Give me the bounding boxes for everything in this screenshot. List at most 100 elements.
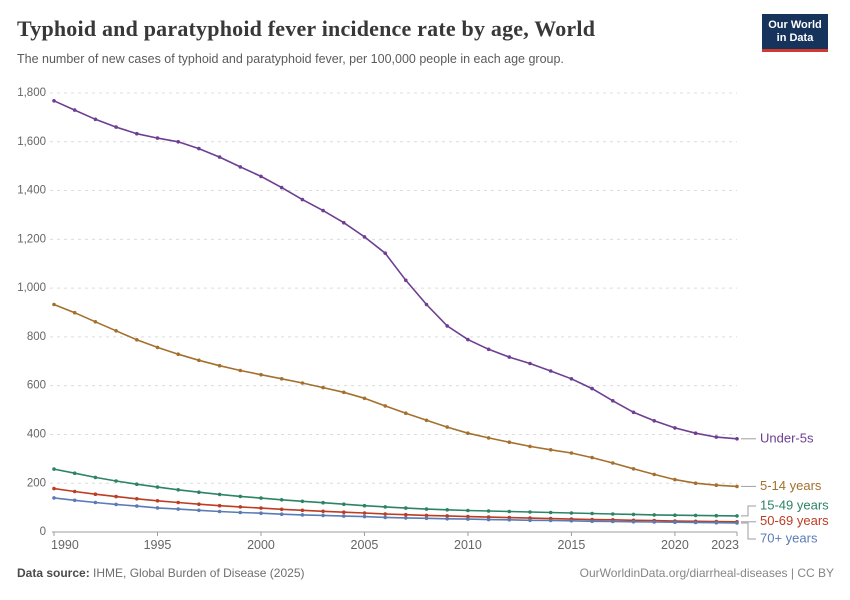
data-point[interactable] xyxy=(445,514,450,518)
data-point[interactable] xyxy=(404,506,408,510)
data-point[interactable] xyxy=(217,509,222,514)
data-point[interactable] xyxy=(93,500,98,505)
data-point[interactable] xyxy=(383,404,388,408)
data-point[interactable] xyxy=(155,485,160,489)
data-point[interactable] xyxy=(72,310,77,315)
data-point[interactable] xyxy=(342,514,346,518)
series-15-49-years[interactable] xyxy=(52,467,739,518)
data-point[interactable] xyxy=(383,251,388,255)
data-point[interactable] xyxy=(507,509,512,514)
data-point[interactable] xyxy=(72,471,77,476)
data-point[interactable] xyxy=(155,345,160,350)
data-point[interactable] xyxy=(383,505,388,509)
data-point[interactable] xyxy=(176,140,180,144)
data-point[interactable] xyxy=(528,510,532,514)
data-point[interactable] xyxy=(404,411,408,416)
data-point[interactable] xyxy=(673,426,677,430)
data-point[interactable] xyxy=(300,513,305,517)
data-point[interactable] xyxy=(72,489,77,494)
series-70-years[interactable] xyxy=(52,496,739,525)
data-point[interactable] xyxy=(72,108,77,112)
data-point[interactable] xyxy=(548,369,553,373)
data-point[interactable] xyxy=(362,235,367,239)
data-point[interactable] xyxy=(197,490,201,495)
data-point[interactable] xyxy=(279,185,284,190)
series-line[interactable] xyxy=(53,303,738,488)
data-point[interactable] xyxy=(52,496,56,500)
series-label-70-years[interactable]: 70+ years xyxy=(760,530,818,545)
data-point[interactable] xyxy=(735,514,739,518)
data-point[interactable] xyxy=(217,492,222,497)
data-point[interactable] xyxy=(507,440,512,445)
data-point[interactable] xyxy=(217,363,222,368)
data-point[interactable] xyxy=(321,385,325,390)
data-point[interactable] xyxy=(362,511,367,515)
owid-logo[interactable]: Our World in Data xyxy=(762,14,828,52)
data-point[interactable] xyxy=(631,520,636,524)
data-point[interactable] xyxy=(197,146,201,151)
data-point[interactable] xyxy=(176,507,180,511)
data-point[interactable] xyxy=(445,425,450,429)
data-point[interactable] xyxy=(279,507,284,512)
series-label-15-49-years[interactable]: 15-49 years xyxy=(760,497,829,512)
data-point[interactable] xyxy=(362,514,367,519)
data-point[interactable] xyxy=(238,165,243,169)
data-point[interactable] xyxy=(673,513,677,517)
data-point[interactable] xyxy=(114,494,118,499)
data-point[interactable] xyxy=(259,372,263,377)
data-point[interactable] xyxy=(631,467,636,471)
data-point[interactable] xyxy=(279,498,284,502)
data-point[interactable] xyxy=(569,519,574,523)
data-point[interactable] xyxy=(383,515,388,520)
series-label-50-69-years[interactable]: 50-69 years xyxy=(760,513,829,528)
data-point[interactable] xyxy=(673,477,677,482)
data-point[interactable] xyxy=(590,386,594,391)
data-point[interactable] xyxy=(404,516,408,520)
data-point[interactable] xyxy=(445,508,450,512)
data-point[interactable] xyxy=(135,482,139,487)
data-point[interactable] xyxy=(569,511,574,515)
data-point[interactable] xyxy=(693,520,698,525)
data-point[interactable] xyxy=(569,377,574,381)
data-point[interactable] xyxy=(548,448,553,452)
data-point[interactable] xyxy=(238,368,243,373)
data-point[interactable] xyxy=(590,511,594,516)
data-point[interactable] xyxy=(279,377,284,381)
data-point[interactable] xyxy=(342,510,346,514)
data-point[interactable] xyxy=(631,512,636,517)
data-point[interactable] xyxy=(135,338,139,342)
data-point[interactable] xyxy=(238,510,243,515)
data-point[interactable] xyxy=(238,505,243,509)
data-point[interactable] xyxy=(114,329,118,333)
data-point[interactable] xyxy=(238,494,243,499)
data-point[interactable] xyxy=(342,502,346,507)
data-point[interactable] xyxy=(93,492,98,497)
data-point[interactable] xyxy=(486,347,491,352)
data-point[interactable] xyxy=(114,125,118,129)
data-point[interactable] xyxy=(197,508,201,513)
data-point[interactable] xyxy=(611,461,615,465)
data-point[interactable] xyxy=(176,352,180,357)
data-point[interactable] xyxy=(300,381,305,385)
data-point[interactable] xyxy=(735,437,739,441)
data-point[interactable] xyxy=(114,479,118,483)
data-point[interactable] xyxy=(714,520,719,525)
series-line[interactable] xyxy=(53,487,738,523)
data-point[interactable] xyxy=(590,455,594,460)
data-point[interactable] xyxy=(466,431,470,436)
data-point[interactable] xyxy=(466,517,470,521)
data-point[interactable] xyxy=(714,483,719,488)
data-point[interactable] xyxy=(342,220,346,225)
citation-text[interactable]: OurWorldinData.org/diarrheal-diseases | … xyxy=(579,566,834,580)
data-point[interactable] xyxy=(611,519,615,524)
series-label-5-14-years[interactable]: 5-14 years xyxy=(760,478,822,493)
data-point[interactable] xyxy=(693,513,698,518)
data-point[interactable] xyxy=(52,302,56,307)
data-point[interactable] xyxy=(548,510,553,515)
data-point[interactable] xyxy=(259,174,263,179)
data-point[interactable] xyxy=(652,472,656,477)
data-point[interactable] xyxy=(321,208,325,213)
data-point[interactable] xyxy=(279,512,284,516)
data-point[interactable] xyxy=(404,278,408,283)
data-point[interactable] xyxy=(135,497,139,501)
